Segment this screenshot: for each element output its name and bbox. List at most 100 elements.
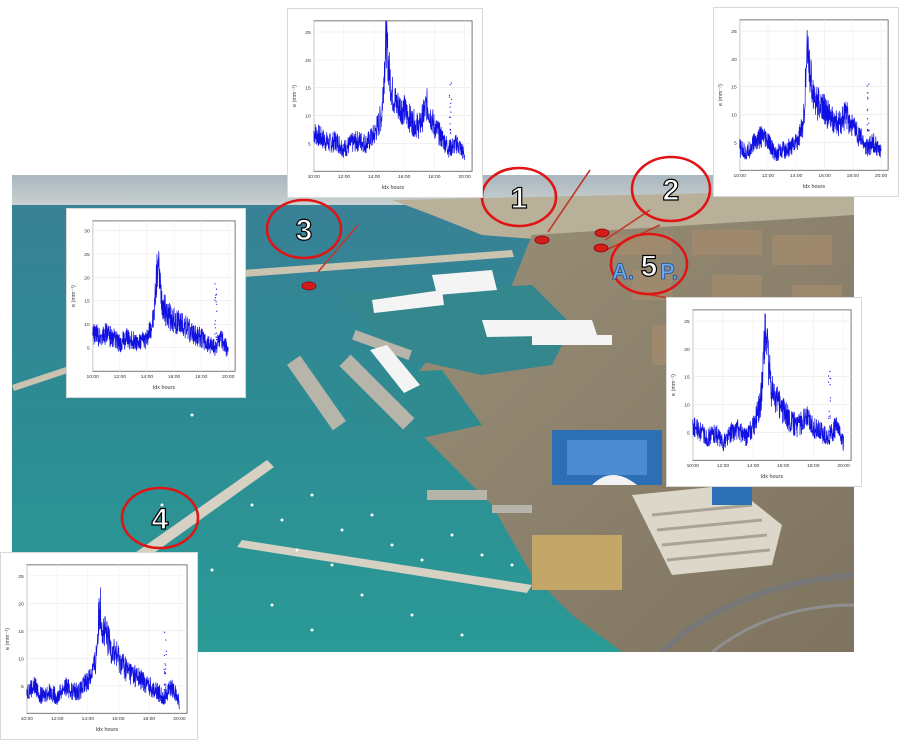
- x-tick-label: 10:00: [734, 173, 747, 179]
- outlier-point: [866, 124, 868, 126]
- outlier-point: [450, 102, 452, 104]
- y-tick-label: 5: [687, 430, 690, 436]
- outlier-point: [449, 129, 452, 131]
- x-tick-label: 12:00: [762, 173, 775, 179]
- y-tick-label: 5: [87, 346, 90, 352]
- y-tick-label: 20: [305, 58, 311, 64]
- x-tick-label: 20:00: [837, 463, 850, 469]
- y-tick-label: 10: [305, 114, 311, 120]
- outlier-point: [214, 283, 216, 285]
- outlier-point: [215, 339, 218, 341]
- outlier-point: [829, 400, 831, 402]
- outlier-point: [828, 434, 831, 436]
- outlier-point: [163, 694, 165, 696]
- x-tick-label: 20:00: [222, 374, 235, 380]
- y-tick-label: 10: [84, 322, 90, 328]
- chart-bottom-left: 5 10 15 20 25 10:00 12:00 14:00 16:00 18:00 20:00 e…: [0, 552, 198, 740]
- x-tick-label: 18:00: [143, 716, 156, 722]
- outlier-point: [829, 426, 831, 428]
- road: [659, 572, 854, 652]
- outlier-point: [829, 425, 831, 427]
- outlier-point: [450, 111, 452, 113]
- outlier-point: [867, 98, 869, 100]
- y-tick-label: 5: [308, 141, 311, 147]
- x-tick-label: 18:00: [807, 463, 820, 469]
- x-tick-label: 18:00: [428, 174, 441, 180]
- outlier-point: [163, 631, 166, 633]
- x-tick-label: 10:00: [687, 463, 700, 469]
- outlier-point: [163, 689, 166, 691]
- y-tick-label: 20: [84, 275, 90, 281]
- outlier-point: [448, 116, 451, 118]
- outlier-point: [215, 301, 217, 303]
- outlier-point: [214, 323, 216, 325]
- chart-right: 5 10 15 20 25 10:00 12:00 14:00 16:00 18:00 20:00 e…: [666, 297, 862, 487]
- outlier-point: [866, 109, 868, 112]
- y-tick-label: 15: [84, 299, 90, 305]
- outlier-point: [827, 381, 830, 383]
- outlier-point: [829, 415, 831, 417]
- x-tick-label: 20:00: [875, 173, 888, 179]
- outlier-point: [449, 123, 451, 125]
- outlier-point: [866, 128, 869, 131]
- outlier-point: [164, 684, 166, 686]
- outlier-point: [449, 84, 451, 86]
- y-tick-label: 10: [684, 403, 690, 409]
- outlier-point: [868, 129, 870, 131]
- x-tick-label: 16:00: [168, 374, 181, 380]
- y-tick-label: 15: [305, 86, 311, 92]
- outlier-point: [448, 96, 451, 98]
- x-tick-label: 16:00: [818, 173, 831, 179]
- outlier-point: [868, 83, 870, 85]
- outlier-point: [866, 85, 868, 87]
- outlier-point: [163, 672, 166, 674]
- y-tick-label: 10: [731, 113, 737, 119]
- x-tick-label: 12:00: [51, 716, 64, 722]
- outlier-point: [866, 118, 869, 120]
- x-axis-label: Idx hours: [803, 184, 826, 190]
- outlier-point: [450, 98, 453, 100]
- outlier-point: [450, 82, 452, 84]
- outlier-point: [165, 668, 167, 670]
- x-axis-label: Idx hours: [153, 385, 176, 391]
- outlier-point: [163, 668, 165, 670]
- chart-top-center: 5 10 15 20 25 10:00 12:00 14:00 16:00 18:00 20:00 e…: [287, 8, 483, 198]
- piers: [287, 330, 532, 513]
- ships: [370, 270, 612, 393]
- y-axis-label: e (mm⁻¹): [671, 374, 677, 396]
- outlier-point: [165, 650, 168, 652]
- outlier-point: [450, 146, 453, 148]
- x-axis-label: Idx hours: [96, 727, 119, 733]
- y-tick-label: 10: [18, 656, 24, 662]
- x-tick-label: 14:00: [141, 374, 154, 380]
- outlier-point: [867, 96, 869, 99]
- outlier-point: [448, 94, 451, 97]
- y-tick-label: 25: [731, 29, 737, 35]
- y-tick-label: 15: [18, 629, 24, 635]
- x-tick-label: 12:00: [717, 463, 730, 469]
- outlier-point: [216, 303, 218, 305]
- y-tick-label: 25: [18, 574, 24, 580]
- outlier-point: [165, 653, 167, 656]
- x-tick-label: 12:00: [114, 374, 127, 380]
- outlier-point: [163, 654, 166, 657]
- x-axis-label: Idx hours: [761, 474, 784, 480]
- outlier-point: [449, 139, 451, 142]
- outlier-point: [216, 310, 218, 312]
- y-axis-label: e (mm⁻¹): [292, 85, 298, 107]
- y-tick-label: 30: [84, 228, 90, 234]
- x-tick-label: 20:00: [458, 174, 471, 180]
- outlier-point: [165, 639, 167, 641]
- y-tick-label: 25: [305, 30, 311, 36]
- outlier-point: [214, 299, 216, 301]
- x-axis-label: Idx hours: [382, 185, 405, 191]
- outlier-point: [867, 146, 870, 148]
- chart-left: 5 10 15 20 25 30 10:00 12:00 14:00 16:00 18:00 20:0…: [66, 208, 246, 398]
- outlier-point: [214, 297, 217, 299]
- outlier-point: [868, 139, 870, 141]
- outlier-point: [214, 320, 216, 322]
- y-tick-label: 25: [84, 252, 90, 258]
- outlier-point: [214, 333, 216, 335]
- outlier-point: [867, 108, 869, 110]
- x-tick-label: 12:00: [338, 174, 351, 180]
